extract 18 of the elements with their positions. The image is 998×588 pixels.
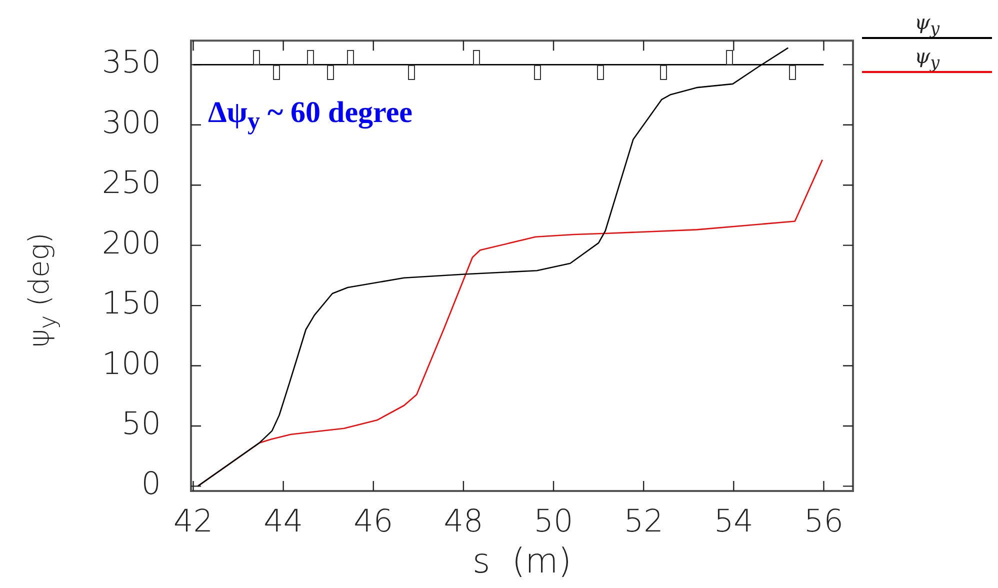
x-tick-label: 46 <box>354 504 394 540</box>
y-tick-label: 250 <box>102 165 161 202</box>
y-tick-label: 50 <box>122 406 161 442</box>
y-tick-label: 150 <box>102 286 161 322</box>
x-tick-label: 48 <box>444 504 484 540</box>
x-tick-label: 52 <box>624 504 664 540</box>
x-tick-label: 44 <box>264 504 304 540</box>
x-axis-title: s (m) <box>472 541 572 582</box>
x-tick-label: 54 <box>714 504 754 540</box>
y-tick-label: 100 <box>102 346 161 382</box>
y-tick-label: 0 <box>141 466 161 502</box>
x-tick-label: 56 <box>804 504 844 540</box>
y-tick-label: 200 <box>102 225 161 262</box>
y-tick-label: 350 <box>102 44 161 81</box>
x-tick-label: 42 <box>174 504 213 540</box>
x-tick-label: 50 <box>534 504 574 540</box>
y-tick-label: 300 <box>102 104 161 141</box>
annotation: Δψ$_{y}$ ~ 60 degree <box>208 96 412 136</box>
